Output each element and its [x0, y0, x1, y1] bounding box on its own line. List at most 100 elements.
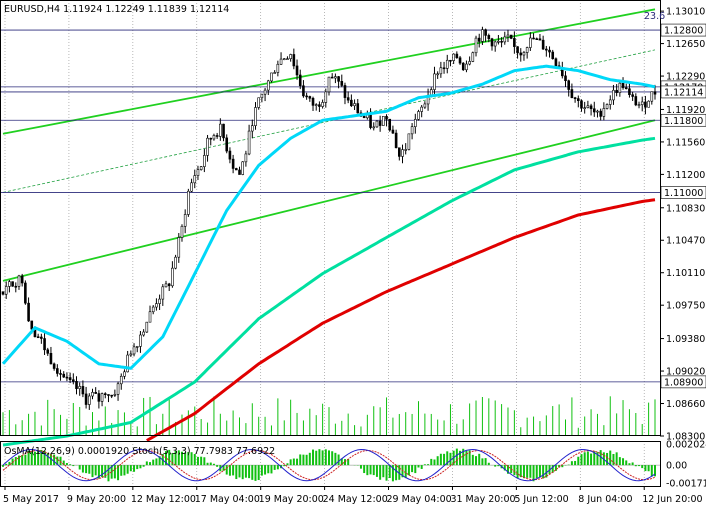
candle-body	[52, 363, 56, 369]
candle-body	[465, 63, 468, 71]
candle-body	[308, 96, 312, 99]
candle-body	[372, 126, 376, 129]
candle-body	[516, 46, 519, 54]
candle-body	[126, 354, 129, 373]
candle-body	[318, 104, 321, 107]
y-tick-label: 1.10110	[666, 268, 705, 279]
candle-body	[190, 182, 193, 192]
candle-body	[461, 62, 465, 71]
candle-body	[247, 130, 251, 155]
candle-body	[235, 168, 238, 171]
candle-body	[292, 54, 296, 67]
candle-body	[653, 91, 657, 95]
candle-body	[177, 237, 181, 258]
candle-body	[75, 381, 78, 389]
indicator-y-label: 0.002024	[666, 440, 706, 451]
candle-body	[394, 132, 398, 149]
candle-body	[362, 116, 366, 119]
channel-line	[2, 49, 656, 193]
candle-body	[167, 283, 171, 287]
candle-body	[321, 102, 324, 107]
candle-body	[340, 81, 344, 86]
candle-body	[538, 38, 542, 41]
candle-body	[14, 285, 18, 288]
candle-body	[532, 37, 535, 40]
candle-body	[24, 282, 27, 304]
candle-body	[11, 281, 14, 287]
candle-body	[305, 95, 308, 98]
candle-body	[219, 123, 222, 137]
candle-body	[644, 101, 647, 108]
candle-body	[100, 393, 104, 402]
candle-body	[65, 376, 69, 379]
candle-body	[215, 135, 219, 137]
candle-body	[330, 76, 334, 79]
x-tick-label: 17 May 04:00	[195, 494, 260, 505]
moving-average-line	[146, 198, 656, 442]
x-tick-label: 19 May 20:00	[259, 494, 324, 505]
candle-body	[289, 54, 292, 59]
level-label: 1.11000	[664, 188, 703, 199]
candle-body	[407, 133, 411, 150]
candle-body	[282, 58, 286, 61]
level-label: 1.12114	[664, 87, 703, 98]
candle-body	[231, 158, 235, 169]
candle-body	[375, 120, 379, 128]
candle-body	[17, 275, 21, 287]
candle-body	[423, 103, 427, 108]
candle-body	[161, 286, 165, 300]
candle-body	[529, 37, 532, 48]
candle-body	[599, 110, 602, 117]
candle-body	[155, 303, 158, 308]
y-tick-label: 1.09750	[666, 301, 705, 312]
candle-body	[1, 291, 5, 295]
candle-body	[119, 375, 123, 385]
candle-body	[455, 53, 459, 59]
candle-body	[295, 65, 299, 76]
candle-body	[203, 155, 206, 167]
candle-body	[314, 104, 318, 106]
level-label: 1.08900	[664, 377, 703, 388]
candle-body	[148, 311, 152, 323]
candle-body	[576, 98, 580, 101]
horizontal-levels: 1.128001.121701.121141.118001.110001.089…	[0, 23, 706, 388]
candle-body	[628, 88, 631, 95]
candle-body	[110, 394, 113, 397]
candle-body	[413, 119, 417, 127]
candle-body	[254, 107, 257, 126]
candle-body	[548, 49, 551, 53]
candle-body	[417, 111, 420, 120]
candle-body	[260, 93, 264, 99]
candle-body	[433, 73, 436, 90]
level-label: 1.12800	[664, 26, 703, 37]
candle-body	[263, 89, 267, 95]
moving-averages	[1, 64, 656, 447]
candle-body	[97, 393, 101, 402]
candle-body	[420, 106, 423, 112]
candle-body	[298, 74, 302, 87]
candle-body	[519, 52, 523, 56]
symbol-header: EURUSD,H4 1.11924 1.12249 1.11839 1.1211…	[4, 4, 229, 15]
candle-body	[350, 99, 353, 107]
candle-body	[327, 76, 331, 93]
candle-body	[592, 108, 596, 113]
candle-body	[378, 120, 382, 126]
candle-body	[337, 76, 340, 82]
candle-body	[36, 336, 40, 339]
candle-body	[650, 91, 654, 102]
candle-body	[324, 91, 328, 103]
y-tick-label: 1.08300	[666, 432, 705, 443]
x-tick-label: 5 Jun 12:00	[514, 494, 568, 505]
candle-body	[487, 35, 491, 40]
y-tick-label: 1.11920	[666, 105, 705, 116]
main-pane-frame	[0, 0, 661, 436]
candle-body	[500, 40, 503, 43]
x-tick-label: 9 May 20:00	[67, 494, 126, 505]
candle-body	[535, 38, 539, 40]
corner-value: 23.6	[644, 11, 665, 22]
level-label: 1.11800	[664, 116, 703, 127]
candle-body	[43, 338, 46, 351]
